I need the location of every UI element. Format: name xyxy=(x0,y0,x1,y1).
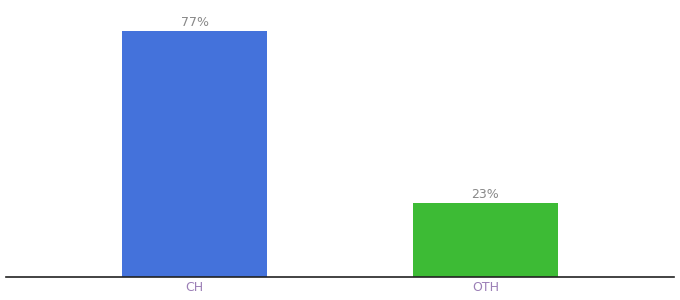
Bar xyxy=(122,31,267,277)
Text: 23%: 23% xyxy=(471,188,499,201)
Text: 77%: 77% xyxy=(181,16,209,28)
Bar xyxy=(413,203,558,277)
